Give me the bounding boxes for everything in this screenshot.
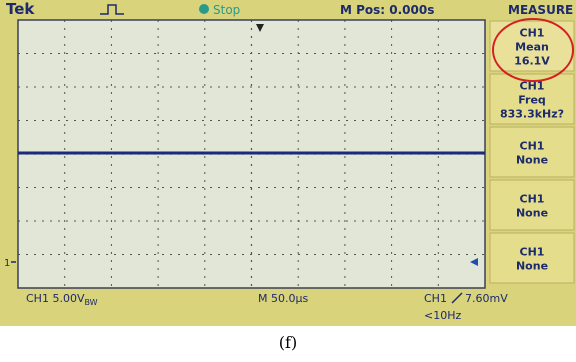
menu-label: None [516, 154, 548, 167]
acquisition-state: Stop [213, 3, 240, 17]
menu-channel: CH1 [520, 193, 545, 206]
brand: Tek [6, 0, 35, 18]
horizontal-position: M Pos: 0.000s [340, 3, 434, 17]
oscilloscope-photo: 1 Tek Stop M Pos: 0.000s MEASURE CH1Mean… [0, 0, 576, 358]
channel-marker: 1 [4, 258, 10, 269]
timebase: M 50.0µs [258, 292, 308, 305]
bandwidth-limit: BW [84, 298, 97, 307]
menu-value: 16.1V [514, 55, 550, 68]
trigger-channel: CH1 [424, 292, 447, 305]
trigger-frequency: <10Hz [424, 309, 461, 322]
state-dot [199, 4, 209, 14]
menu-channel: CH1 [520, 246, 545, 259]
menu-channel: CH1 [520, 27, 545, 40]
menu-label: None [516, 260, 548, 273]
channel-scale-text: CH1 5.00V [26, 292, 85, 305]
menu-label: Freq [518, 94, 546, 107]
menu-label: Mean [515, 41, 549, 54]
menu-label: None [516, 207, 548, 220]
caption: (f) [279, 333, 297, 352]
trigger-level: 7.60mV [465, 292, 508, 305]
menu-channel: CH1 [520, 140, 545, 153]
menu-title: MEASURE [508, 3, 573, 17]
menu-value: 833.3kHz? [500, 108, 564, 121]
measure-menu: CH1Mean16.1VCH1Freq833.3kHz?CH1NoneCH1No… [490, 21, 574, 283]
